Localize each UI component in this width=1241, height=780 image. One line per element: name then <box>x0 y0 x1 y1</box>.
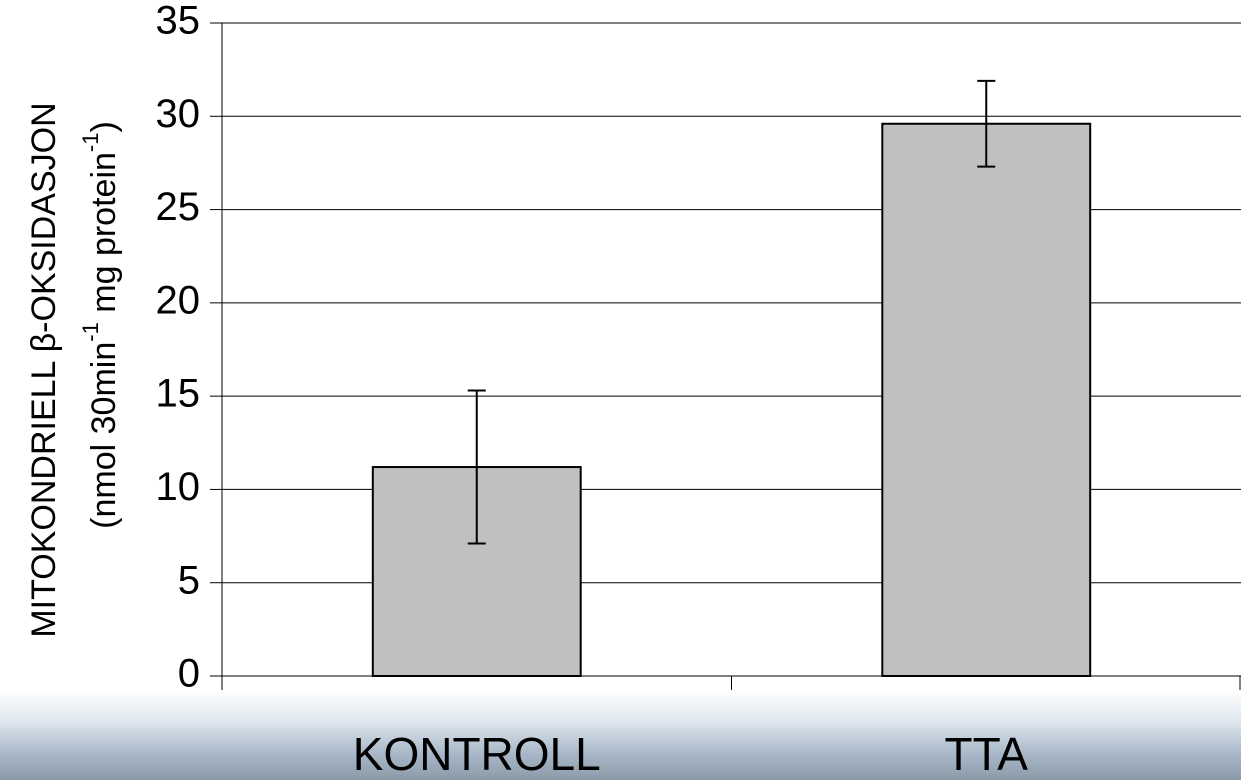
x-tick-label: TTA <box>945 728 1029 780</box>
y-tick-label: 30 <box>156 92 201 136</box>
label-part: (nmol 30min <box>85 342 123 529</box>
y-label-group: MITOKONDRIELL β-OKSIDASJON <box>25 102 63 637</box>
y-tick-label: 0 <box>178 652 200 696</box>
label-sup: -1 <box>78 322 103 342</box>
label-part: ) <box>85 121 123 132</box>
label-sup: -1 <box>78 133 103 153</box>
background-photo <box>0 690 1241 780</box>
y-tick-label: 20 <box>156 278 201 322</box>
y-tick-label: 15 <box>156 372 201 416</box>
y-axis-label: (nmol 30min-1 mg protein-1) <box>78 121 123 529</box>
y-tick-label: 5 <box>178 558 200 602</box>
y-tick-label: 35 <box>156 0 201 43</box>
y-axis-label: MITOKONDRIELL β-OKSIDASJON <box>25 102 63 637</box>
y-label-group: (nmol 30min-1 mg protein-1) <box>78 121 123 529</box>
x-tick-label: KONTROLL <box>353 728 601 780</box>
y-tick-label: 10 <box>156 465 201 509</box>
chart: MITOKONDRIELL β-OKSIDASJON (nmol 30min-1… <box>0 0 1241 780</box>
y-tick-label: 25 <box>156 185 201 229</box>
bar <box>882 124 1090 676</box>
label-part: mg protein <box>85 152 123 322</box>
page: MITOKONDRIELL β-OKSIDASJON (nmol 30min-1… <box>0 0 1241 780</box>
